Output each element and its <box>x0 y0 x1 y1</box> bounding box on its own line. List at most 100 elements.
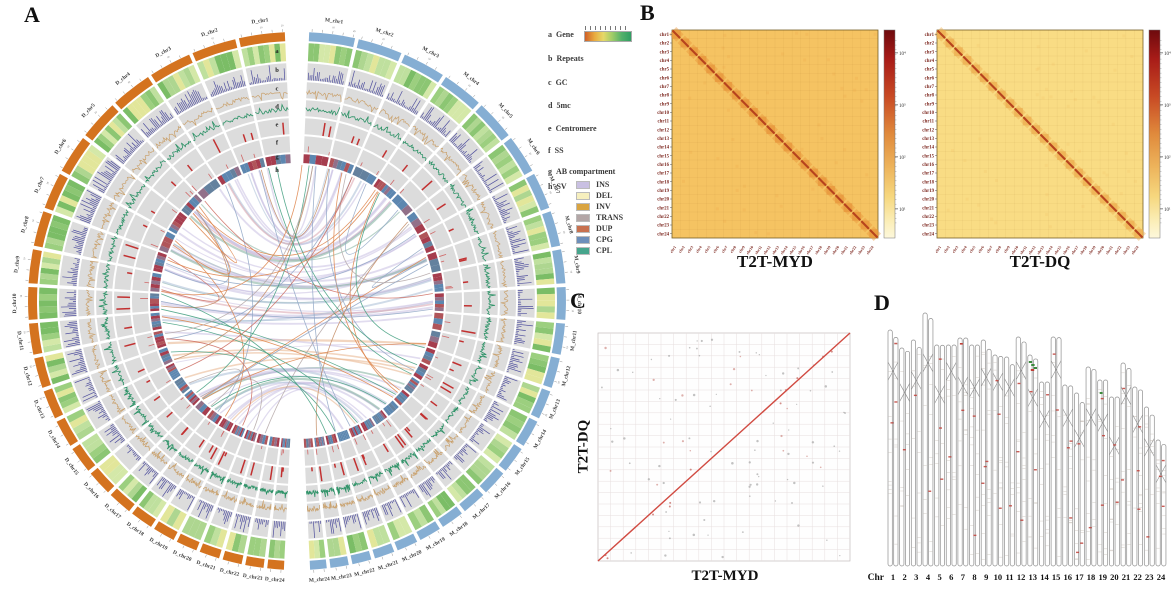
circos-sector-band <box>543 356 560 388</box>
heatmap-y-label: chr7 <box>925 85 935 90</box>
heatmap-y-label: chr22 <box>922 215 934 220</box>
sv-links <box>160 165 434 436</box>
heatmap-x-label: chr14 <box>780 245 789 255</box>
heatmap-y-label: chr5 <box>660 68 670 73</box>
sv-type-inv: INV <box>576 202 611 211</box>
circos-chr-label: D_chr2 <box>201 27 219 38</box>
heatmap-x-label: chr9 <box>738 245 746 254</box>
svg-text:20: 20 <box>281 24 284 27</box>
circos-chr-label: M_chr23 <box>331 573 353 582</box>
chromosome-outline <box>974 344 980 567</box>
circos-sector-band <box>551 322 565 355</box>
svg-text:10: 10 <box>427 57 431 61</box>
heatmap-y-label: chr15 <box>657 154 669 159</box>
legend-track-centromere: e Centromere <box>548 124 597 133</box>
ideogram-chr-number: 23 <box>1145 572 1154 582</box>
circos-chr-label: D_chr14 <box>46 429 61 449</box>
heatmap-x-label: chr24 <box>866 245 875 255</box>
heatmap-x-label: chr8 <box>730 245 738 254</box>
svg-text:10: 10 <box>20 294 23 297</box>
heatmap-y-label: chr20 <box>657 198 669 203</box>
chromosome-outline <box>1044 381 1050 567</box>
panel-d-label: D <box>874 290 890 315</box>
heatmap-y-label: chr20 <box>922 198 934 203</box>
svg-text:10: 10 <box>32 219 36 223</box>
circos-chr-label: D_chr4 <box>115 71 132 86</box>
chromosome-outline <box>928 318 934 567</box>
ideogram-chr-number: 10 <box>994 572 1003 582</box>
circos-sector-band <box>416 521 440 540</box>
circos-track-letter: d <box>275 104 279 111</box>
circos-sector-band <box>516 417 538 446</box>
circos-sector-band <box>401 54 443 83</box>
heatmap-x-label: chr1 <box>669 245 677 254</box>
gene-density-gradient <box>584 31 632 42</box>
svg-text:10: 10 <box>211 37 215 41</box>
circos-sector-band <box>132 506 156 527</box>
circos-sector-band <box>154 521 178 540</box>
chromosome-outline <box>1137 389 1143 567</box>
circos-sector-band <box>356 39 402 62</box>
svg-text:10: 10 <box>566 346 570 350</box>
chromosome-outline <box>1161 444 1167 567</box>
colorbar-tick: 10¹ <box>1164 207 1171 213</box>
circos-chr-label: M_chr1 <box>325 17 344 25</box>
ideogram-chr-number: 24 <box>1157 572 1166 582</box>
circos-sector-band <box>441 77 479 110</box>
svg-text:10: 10 <box>562 230 566 234</box>
heatmap-y-label: chr18 <box>922 180 934 185</box>
circos-track-letter: a <box>275 48 279 55</box>
heatmap-y-label: chr8 <box>660 94 670 99</box>
circos-sector-band <box>192 39 238 62</box>
ideogram-chr-number: 22 <box>1133 572 1142 582</box>
chromosome-outline <box>1114 396 1120 567</box>
ideogram-chr-number: 5 <box>937 572 941 582</box>
circos-chr-label: D_chr13 <box>32 399 45 420</box>
chromosome-ideograms: 1 2 3 4 5 6 7 8 9 10 11 12 13 14 15 16 17 18 19 20 21 22 23 24C… <box>868 312 1167 583</box>
circos-sector-band <box>498 444 522 471</box>
ins-swatch <box>576 180 590 189</box>
circos-sector-band <box>438 506 462 527</box>
circos-sector-band <box>72 444 96 471</box>
circos-sector-band <box>556 287 566 320</box>
trans-swatch <box>576 213 590 222</box>
identity-diagonal <box>597 332 851 562</box>
circos-sector-band <box>90 467 115 493</box>
svg-text:10: 10 <box>23 257 26 261</box>
heatmap-y-label: chr6 <box>925 76 935 81</box>
circos-sector-band <box>222 550 244 565</box>
circos-sector-band <box>329 556 349 568</box>
circos-sector-band <box>176 533 200 551</box>
circos-chr-label: M_chr12 <box>561 365 572 387</box>
circos-chr-label: D_chr9 <box>13 255 21 273</box>
ideogram-chr-number: 20 <box>1110 572 1119 582</box>
heatmap-y-label: chr11 <box>923 120 935 125</box>
chromosome-outline <box>980 339 986 567</box>
circos-chr-label: D_chr1 <box>251 17 269 25</box>
heatmap-x-label: chr7 <box>986 245 994 254</box>
circos-sector-band <box>61 138 91 175</box>
heatmap-y-label: chr12 <box>657 128 669 133</box>
heatmap-x-label: chr17 <box>806 245 815 255</box>
svg-text:20: 20 <box>353 30 357 34</box>
circos-sector-band <box>28 249 42 284</box>
heatmap-y-label: chr15 <box>922 154 934 159</box>
legend-track-5mc: d 5mc <box>548 101 571 110</box>
heatmap-x-label: chr10 <box>1011 245 1020 255</box>
circos-chr-label: M_chr20 <box>401 549 423 563</box>
chromosome-outline <box>951 344 957 567</box>
chromosome-outline <box>904 350 910 567</box>
heatmap-x-label: chr23 <box>857 245 866 255</box>
svg-text:10: 10 <box>545 413 549 417</box>
gene-scale-ticks <box>585 26 629 30</box>
svg-text:10: 10 <box>94 110 98 114</box>
sv-type-del: DEL <box>576 191 612 200</box>
colorbar-tick: 10⁴ <box>899 51 906 57</box>
ideogram-chr-number: 6 <box>949 572 953 582</box>
circos-sector-band <box>199 543 222 559</box>
colorbar-tick: 10² <box>899 155 906 161</box>
circos-sector-band <box>350 550 372 565</box>
circos-chr-label: D_chr18 <box>125 521 145 537</box>
